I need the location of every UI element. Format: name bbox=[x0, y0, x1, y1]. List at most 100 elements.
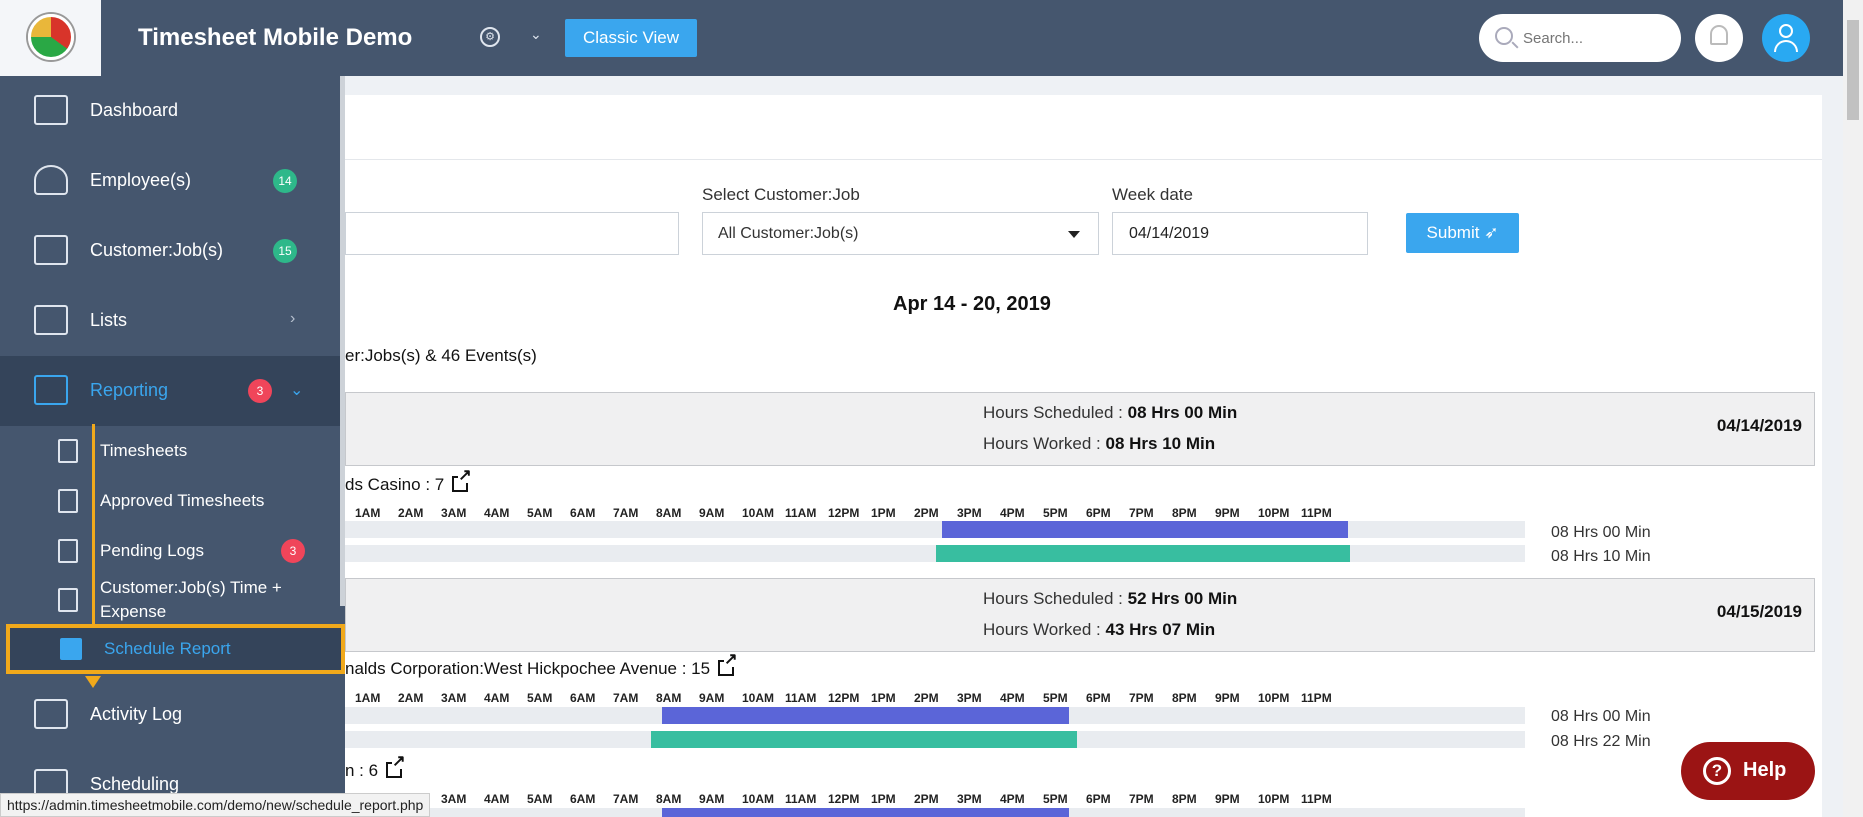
hour-tick: 4PM bbox=[1000, 792, 1025, 806]
hour-tick: 4AM bbox=[484, 691, 510, 705]
hour-tick: 10AM bbox=[742, 506, 775, 520]
hour-tick: 1AM bbox=[355, 691, 381, 705]
sidebar-subitem-customer-jobs-time-expense[interactable]: Customer:Job(s) Time + Expense bbox=[0, 576, 340, 624]
count-badge: 3 bbox=[281, 539, 305, 563]
hour-tick: 12PM bbox=[828, 792, 860, 806]
hour-tick: 8PM bbox=[1172, 792, 1197, 806]
schedule-track bbox=[345, 808, 1525, 817]
external-link-icon[interactable] bbox=[718, 653, 738, 676]
hour-tick: 7AM bbox=[613, 691, 639, 705]
sidebar-item-label: Dashboard bbox=[90, 100, 179, 120]
hour-tick: 6PM bbox=[1086, 506, 1111, 520]
search-input[interactable] bbox=[1523, 28, 1663, 48]
hour-tick: 8PM bbox=[1172, 691, 1197, 705]
chevron-right-icon: › bbox=[290, 310, 296, 327]
logo[interactable] bbox=[0, 0, 101, 76]
app-title: Timesheet Mobile Demo bbox=[138, 24, 413, 51]
hour-tick: 10AM bbox=[742, 792, 775, 806]
hour-tick: 10PM bbox=[1258, 792, 1290, 806]
hour-tick: 10PM bbox=[1258, 506, 1290, 520]
sidebar-subitem-approved-timesheets[interactable]: Approved Timesheets bbox=[0, 476, 340, 526]
sidebar-item-label: Activity Log bbox=[90, 704, 183, 724]
hour-tick: 10AM bbox=[742, 691, 775, 705]
hour-tick: 11PM bbox=[1301, 691, 1332, 705]
sidebar-item-employees[interactable]: Employee(s) 14 bbox=[0, 146, 340, 216]
hour-tick: 8PM bbox=[1172, 506, 1197, 520]
hour-tick: 10PM bbox=[1258, 691, 1290, 705]
hour-tick: 4PM bbox=[1000, 691, 1025, 705]
sidebar-item-lists[interactable]: Lists › bbox=[0, 286, 340, 356]
hour-tick: 3PM bbox=[957, 506, 982, 520]
sidebar-item-dashboard[interactable]: Dashboard bbox=[0, 76, 340, 146]
sidebar-item-label: Customer:Job(s) bbox=[90, 240, 224, 260]
hour-tick: 5PM bbox=[1043, 792, 1068, 806]
external-link-icon[interactable] bbox=[386, 755, 406, 778]
day-panel: Hours Scheduled : 08 Hrs 00 Min Hours Wo… bbox=[345, 392, 1815, 466]
language-icon[interactable]: ⚙ bbox=[480, 27, 500, 47]
hour-tick: 4AM bbox=[484, 506, 510, 520]
hour-tick: 11PM bbox=[1301, 792, 1332, 806]
hour-axis: 1AM 2AM 3AM 4AM 5AM 6AM 7AM 8AM 9AM 10AM 11AM 12PM 1… bbox=[345, 691, 1525, 705]
hour-tick: 11AM bbox=[785, 792, 817, 806]
hour-tick: 5AM bbox=[527, 792, 553, 806]
sidebar-scrollbar[interactable] bbox=[340, 76, 345, 606]
classic-view-button[interactable]: Classic View bbox=[565, 19, 697, 57]
worked-bar[interactable] bbox=[936, 545, 1350, 562]
chevron-down-icon[interactable]: ⌄ bbox=[530, 26, 542, 42]
map-pin-icon bbox=[34, 235, 68, 265]
hour-tick: 1PM bbox=[871, 792, 896, 806]
search-box[interactable] bbox=[1479, 14, 1681, 62]
lists-icon bbox=[34, 305, 68, 335]
worked-track bbox=[345, 545, 1525, 562]
week-date-label: Week date bbox=[1112, 185, 1193, 204]
hour-tick: 9PM bbox=[1215, 506, 1240, 520]
hour-tick: 11AM bbox=[785, 691, 817, 705]
hour-tick: 11PM bbox=[1301, 506, 1332, 520]
scheduled-bar[interactable] bbox=[662, 707, 1069, 724]
submit-button[interactable]: Submit ➶ bbox=[1406, 213, 1519, 253]
external-link-icon[interactable] bbox=[452, 469, 472, 492]
hour-tick: 7PM bbox=[1129, 691, 1154, 705]
hour-tick: 9AM bbox=[699, 792, 725, 806]
count-badge: 14 bbox=[273, 169, 297, 193]
scheduled-bar[interactable] bbox=[942, 521, 1348, 538]
sidebar-item-label: Employee(s) bbox=[90, 170, 192, 190]
annotation-arrow-head bbox=[85, 676, 101, 688]
user-avatar[interactable] bbox=[1762, 14, 1810, 62]
hour-tick: 6AM bbox=[570, 691, 596, 705]
hour-tick: 6PM bbox=[1086, 792, 1111, 806]
sidebar-subitem-schedule-report[interactable]: Schedule Report bbox=[6, 624, 345, 674]
page-scrollbar[interactable] bbox=[1843, 0, 1863, 817]
employee-input[interactable] bbox=[345, 212, 679, 255]
customer-job-select[interactable]: All Customer:Job(s) bbox=[702, 212, 1099, 255]
logo-icon bbox=[28, 14, 74, 60]
worked-bar[interactable] bbox=[651, 731, 1077, 748]
help-button[interactable]: ? Help bbox=[1681, 742, 1815, 800]
hour-tick: 6PM bbox=[1086, 691, 1111, 705]
hour-tick: 9PM bbox=[1215, 691, 1240, 705]
hour-tick: 8AM bbox=[656, 792, 682, 806]
scheduled-bar[interactable] bbox=[662, 808, 1069, 817]
worked-hours: 08 Hrs 22 Min bbox=[1551, 733, 1651, 750]
sidebar-item-customer-jobs[interactable]: Customer:Job(s) 15 bbox=[0, 216, 340, 286]
hour-tick: 12PM bbox=[828, 506, 860, 520]
sidebar-item-activity-log[interactable]: Activity Log bbox=[0, 680, 340, 750]
calendar-icon bbox=[60, 638, 82, 660]
chevron-down-icon: ⌄ bbox=[290, 382, 304, 399]
bell-icon[interactable] bbox=[1695, 14, 1743, 62]
sidebar-item-reporting[interactable]: Reporting 3 ⌄ bbox=[0, 356, 340, 426]
count-badge: 3 bbox=[248, 379, 272, 403]
dashboard-icon bbox=[34, 95, 68, 125]
hour-tick: 3AM bbox=[441, 691, 467, 705]
hour-tick: 9AM bbox=[699, 506, 725, 520]
week-date-input[interactable]: 04/14/2019 bbox=[1112, 212, 1368, 255]
employees-icon bbox=[34, 165, 68, 195]
hour-tick: 8AM bbox=[656, 691, 682, 705]
sidebar-subitem-pending-logs[interactable]: Pending Logs 3 bbox=[0, 526, 340, 576]
chart-icon bbox=[58, 588, 78, 612]
count-badge: 15 bbox=[273, 239, 297, 263]
reporting-icon bbox=[34, 375, 68, 405]
hour-tick: 6AM bbox=[570, 506, 596, 520]
sidebar-subitem-timesheets[interactable]: Timesheets bbox=[0, 426, 340, 476]
hour-tick: 5PM bbox=[1043, 506, 1068, 520]
